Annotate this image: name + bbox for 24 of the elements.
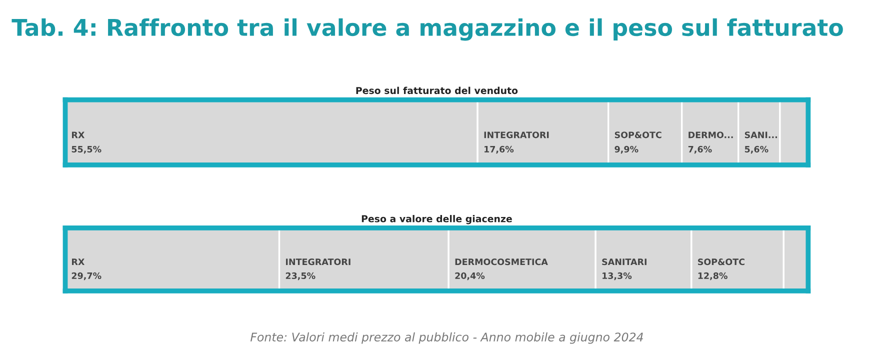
source-note: Fonte: Valori medi prezzo al pubblico - Anno mobile a giugno 2024 [250, 332, 643, 344]
series-label: SANI... [744, 132, 778, 138]
series-label: INTEGRATORI [484, 132, 549, 138]
series-label: DERMO... [688, 132, 733, 138]
series-label: SOP&OTC [698, 258, 744, 266]
data-label: 23,5% [286, 272, 316, 280]
data-label: 7,6% [688, 146, 712, 154]
data-label: 9,9% [614, 146, 638, 154]
data-label: 55,5% [72, 146, 102, 154]
series-label: INTEGRATORI [286, 258, 350, 266]
chart-subtitle: Peso a valore delle giacenze [362, 214, 512, 224]
data-label: 29,7% [72, 272, 102, 280]
data-label: 12,8% [698, 272, 728, 280]
chart-subtitle: Peso sul fatturato del venduto [356, 86, 518, 94]
series-label: DERMOCOSMETICA [455, 258, 548, 266]
data-label: 17,6% [484, 146, 514, 154]
series-label: SOP&OTC [614, 132, 662, 138]
series-label: SANITARI [602, 258, 646, 266]
data-label: 5,6% [744, 146, 768, 154]
series-label: RX [72, 258, 85, 266]
chart-title: Tab. 4: Raffronto tra il valore a magazzino e il peso sul fatturato [12, 18, 843, 41]
data-label: 13,3% [602, 272, 632, 280]
series-label: RX [72, 132, 85, 138]
data-label: 20,4% [455, 272, 485, 280]
